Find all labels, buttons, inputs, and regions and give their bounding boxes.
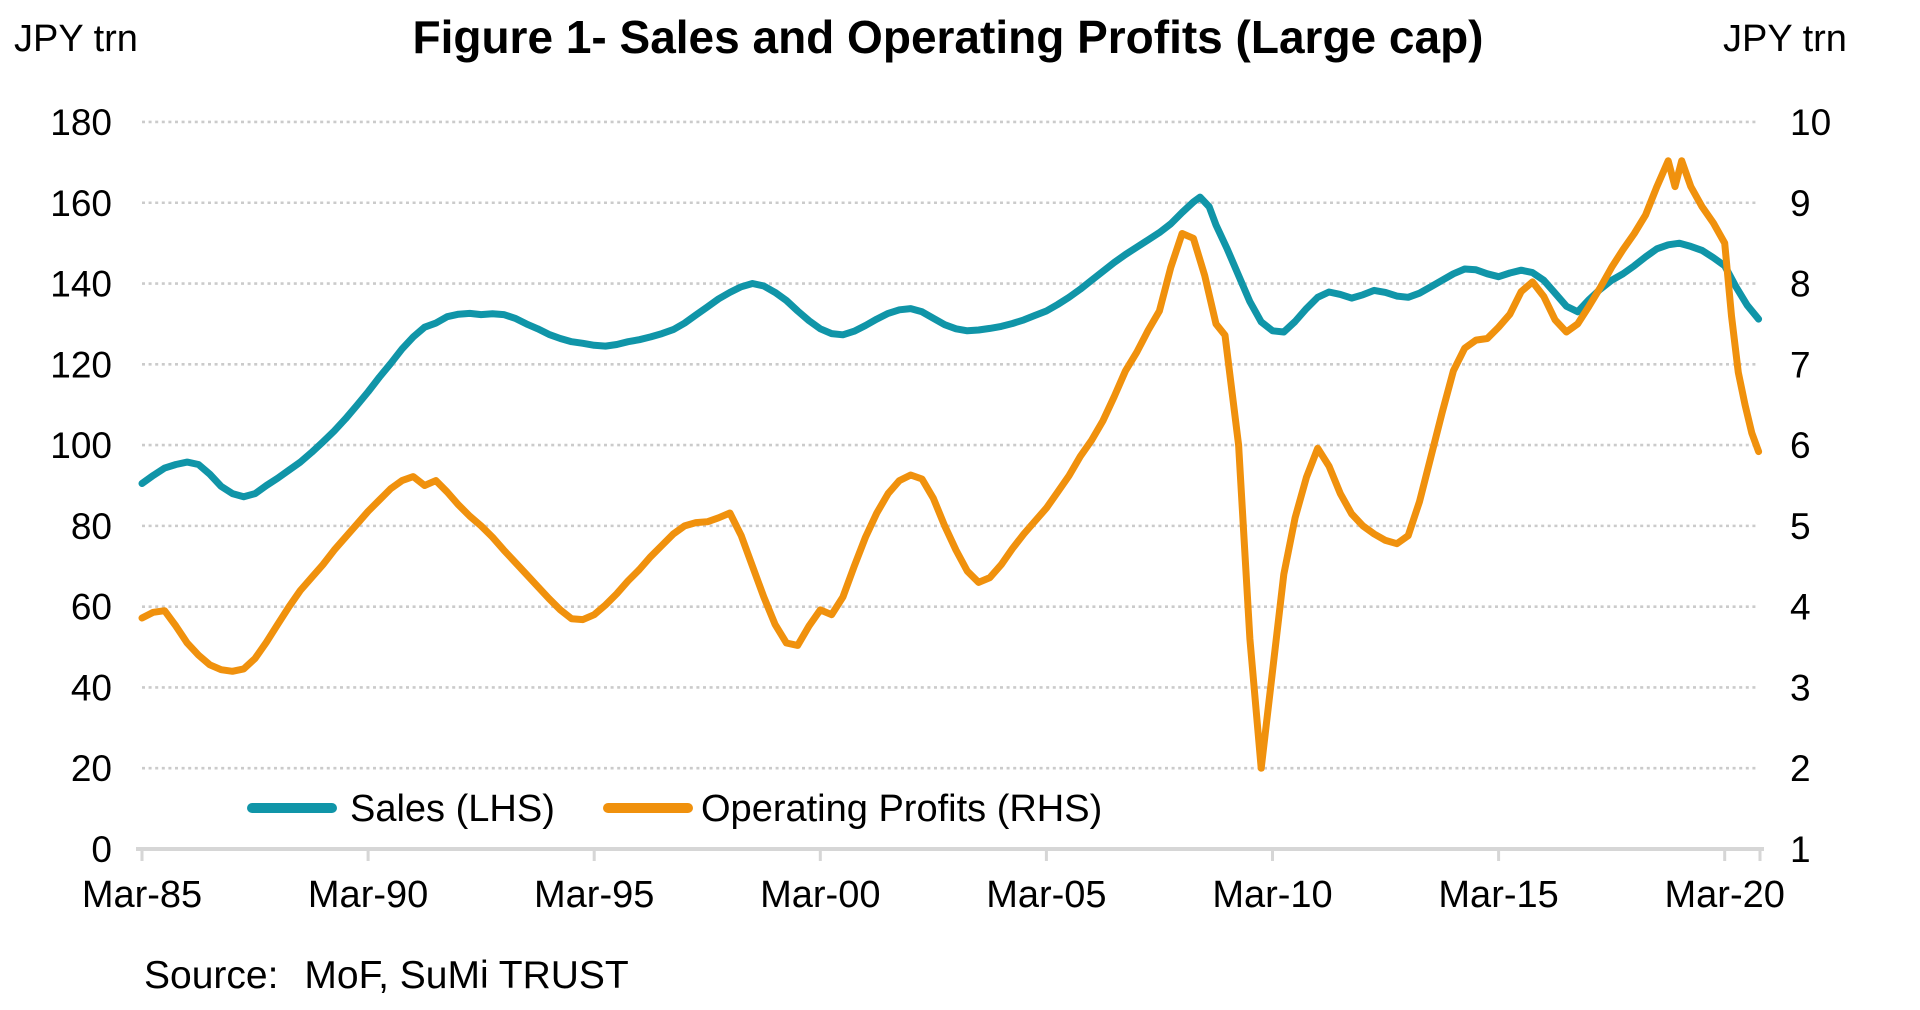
sales-legend-label: Sales (LHS) [350, 788, 555, 830]
left-axis-unit-label: JPY trn [14, 18, 138, 60]
source-value: MoF, SuMi TRUST [304, 954, 629, 997]
right-axis-tick-label-3: 3 [1790, 667, 1811, 708]
x-axis-tick-label-Mar-20: Mar-20 [1665, 874, 1785, 916]
left-axis-tick-label-20: 20 [71, 748, 112, 789]
left-axis-tick-label-140: 140 [50, 264, 112, 305]
left-axis-tick-label-60: 60 [71, 587, 112, 628]
sales-line-series [138, 193, 1763, 501]
x-axis-tick-label-Mar-00: Mar-00 [760, 874, 880, 916]
chart-title: Figure 1- Sales and Operating Profits (L… [412, 11, 1484, 63]
right-axis-tick-label-10: 10 [1790, 102, 1831, 143]
left-axis-tick-label-40: 40 [71, 667, 112, 708]
source-label: Source: [144, 954, 279, 997]
operating-profits-line-series [138, 157, 1763, 772]
left-axis-tick-label-0: 0 [91, 829, 112, 870]
x-axis-tick-label-Mar-05: Mar-05 [986, 874, 1106, 916]
right-axis-tick-label-1: 1 [1790, 829, 1811, 870]
right-axis-tick-label-2: 2 [1790, 748, 1811, 789]
left-axis-tick-label-80: 80 [71, 506, 112, 547]
right-axis-tick-label-6: 6 [1790, 425, 1811, 466]
right-axis-unit-label: JPY trn [1723, 18, 1847, 60]
right-axis-tick-label-4: 4 [1790, 587, 1811, 628]
left-axis-tick-label-160: 160 [50, 183, 112, 224]
x-axis-tick-label-Mar-85: Mar-85 [82, 874, 202, 916]
x-axis-tick-label-Mar-95: Mar-95 [534, 874, 654, 916]
operating-profits-legend-label: Operating Profits (RHS) [701, 788, 1103, 830]
right-axis-tick-label-7: 7 [1790, 344, 1811, 385]
left-axis-tick-label-120: 120 [50, 344, 112, 385]
left-axis-tick-label-100: 100 [50, 425, 112, 466]
x-axis-tick-label-Mar-10: Mar-10 [1212, 874, 1332, 916]
x-axis-tick-label-Mar-90: Mar-90 [308, 874, 428, 916]
x-axis-tick-label-Mar-15: Mar-15 [1438, 874, 1558, 916]
source-note: Source: MoF, SuMi TRUST [144, 954, 629, 998]
right-axis-tick-label-8: 8 [1790, 264, 1811, 305]
operating-profits-legend-swatch [603, 803, 693, 813]
left-axis-tick-label-180: 180 [50, 102, 112, 143]
right-axis-tick-label-9: 9 [1790, 183, 1811, 224]
right-axis-tick-label-5: 5 [1790, 506, 1811, 547]
sales-legend-swatch [247, 803, 337, 813]
